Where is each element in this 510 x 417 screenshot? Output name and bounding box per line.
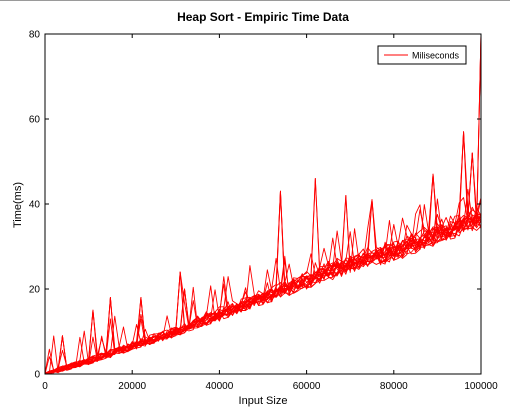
x-tick-label: 100000 <box>464 381 498 392</box>
legend-box <box>377 45 467 65</box>
y-tick-label: 60 <box>29 115 41 126</box>
x-tick-label: 40000 <box>205 381 233 392</box>
x-axis-label: Input Size <box>239 395 288 407</box>
series-line <box>44 33 482 375</box>
legend: Miliseconds <box>377 45 467 65</box>
y-tick-label: 80 <box>29 30 41 41</box>
x-tick-label: 0 <box>42 381 48 392</box>
x-tick-label: 20000 <box>118 381 146 392</box>
top-border <box>0 0 510 1</box>
series-line <box>44 131 482 375</box>
x-tick-label: 80000 <box>380 381 408 392</box>
y-tick-label: 0 <box>34 370 40 381</box>
y-tick-label: 20 <box>29 285 41 296</box>
plot-area <box>45 34 481 374</box>
y-tick-label: 40 <box>29 200 41 211</box>
plot-background <box>45 34 481 374</box>
legend-label: Miliseconds <box>412 51 460 61</box>
x-tick-label: 60000 <box>293 381 321 392</box>
series-lines <box>44 33 482 375</box>
y-axis-label: Time(ms) <box>12 182 24 228</box>
chart-title: Heap Sort - Empiric Time Data <box>177 10 349 24</box>
axes: 0 20000 40000 60000 80000 100000 0 20 40 60 80 <box>29 30 498 393</box>
